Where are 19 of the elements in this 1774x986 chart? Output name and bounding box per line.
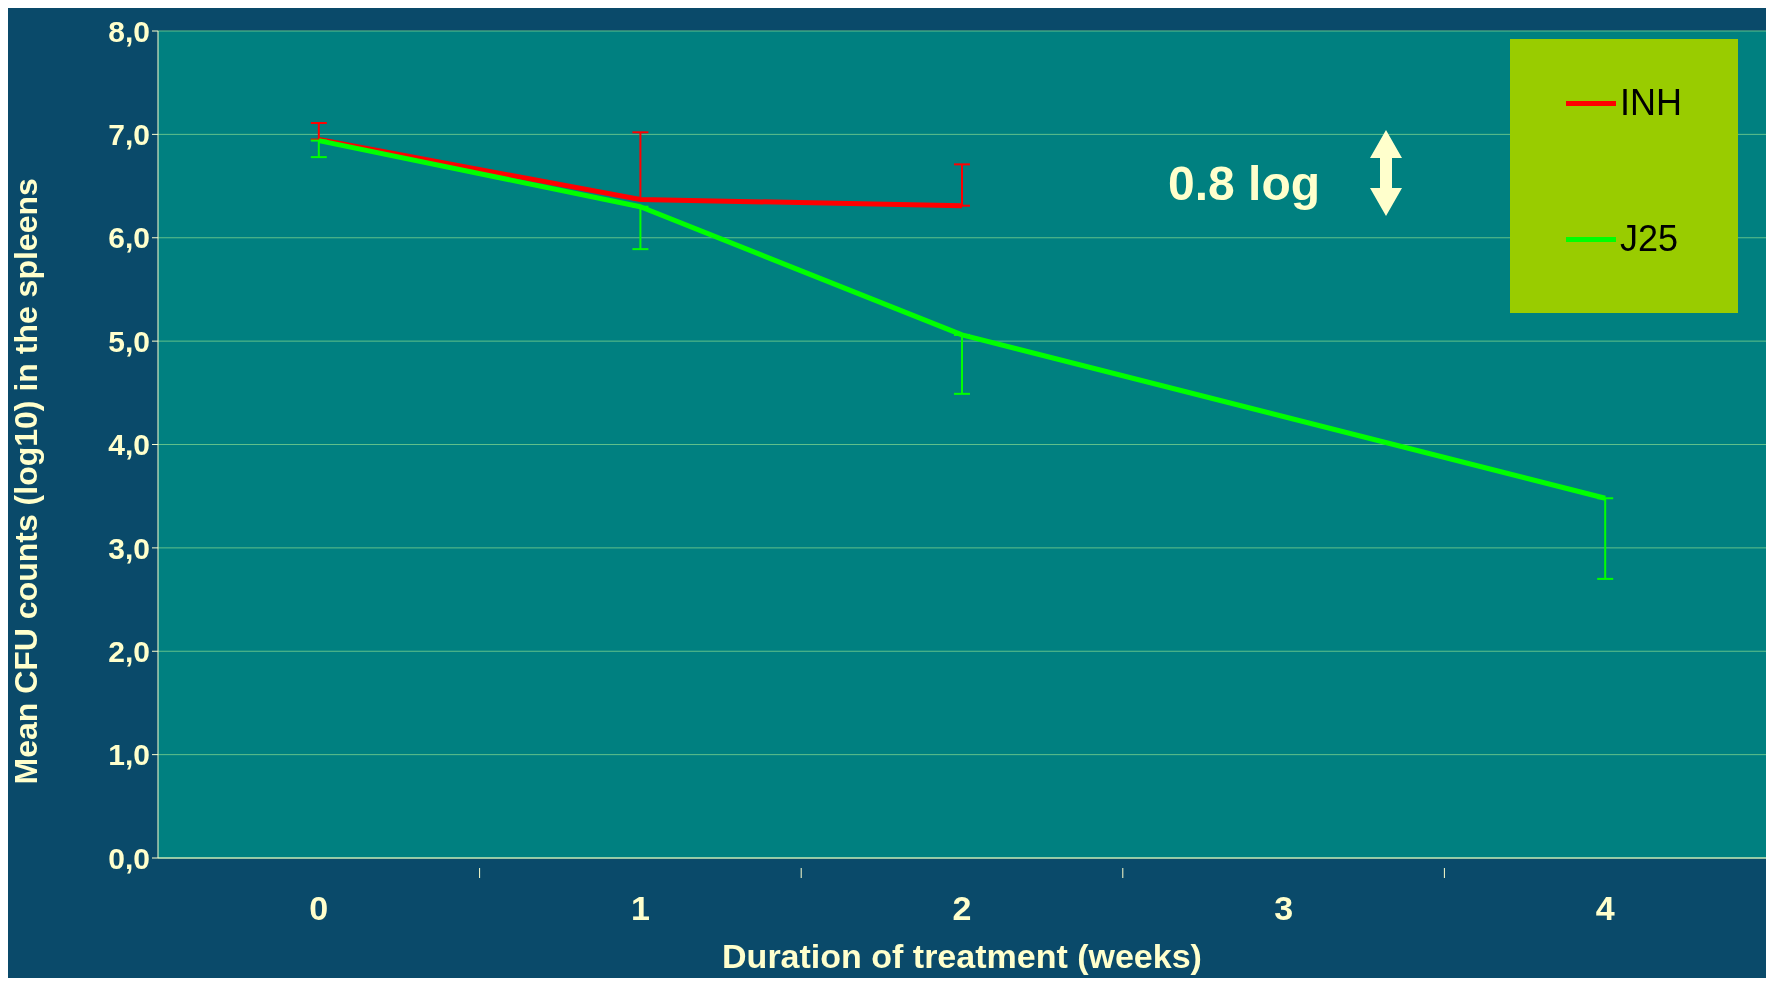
y-tick-label: 8,0 [108,14,150,48]
y-tick-label: 0,0 [108,841,150,875]
x-tick-label: 1 [630,889,650,928]
y-tick-label: 5,0 [108,324,150,358]
x-axis-title: Duration of treatment (weeks) [722,937,1202,975]
x-tick-label: 3 [1274,889,1294,928]
x-tick-label: 2 [952,889,972,928]
legend-label: INH [1620,82,1682,124]
annotation: 0.8 log [1168,156,1321,211]
x-tick-label: 4 [1595,889,1615,928]
y-tick-label: 2,0 [108,634,150,668]
y-tick-label: 6,0 [108,221,150,255]
y-tick-label: 7,0 [108,118,150,152]
y-tick-label: 4,0 [108,428,150,462]
legend-label: J25 [1620,218,1679,260]
y-tick-label: 1,0 [108,738,150,772]
y-axis-title: Mean CFU counts (log10) in the spleens [8,178,45,785]
y-tick-label: 3,0 [108,531,150,565]
x-tick-label: 0 [309,889,329,928]
